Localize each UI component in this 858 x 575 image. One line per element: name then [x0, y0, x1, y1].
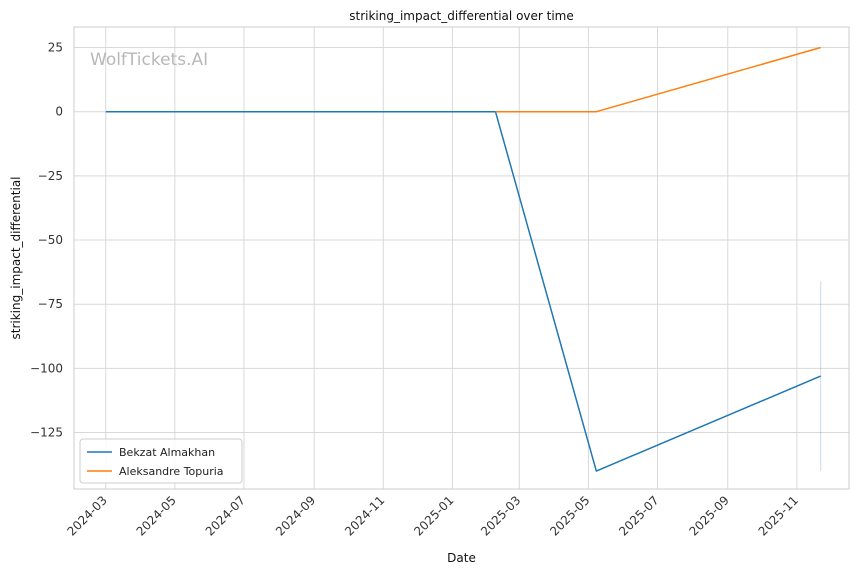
legend-box — [79, 438, 243, 484]
legend: Bekzat Almakhan Aleksandre Topuria — [79, 438, 243, 484]
y-axis-label: striking_impact_differential — [9, 176, 23, 339]
x-axis-label: Date — [447, 551, 476, 565]
y-tick-label: 0 — [55, 105, 63, 119]
legend-label-bekzat-almakhan: Bekzat Almakhan — [119, 446, 215, 459]
y-tick-label: −75 — [38, 297, 63, 311]
y-tick-label: −50 — [38, 233, 63, 247]
series-layer — [105, 46, 822, 472]
chart-title: striking_impact_differential over time — [349, 9, 574, 23]
y-tick-label: −100 — [30, 361, 63, 375]
y-axis-ticks: 25 0 −25 −50 −75 −100 −125 — [30, 41, 63, 440]
y-tick-label: 25 — [48, 41, 63, 55]
watermark: WolfTickets.AI — [90, 50, 208, 70]
legend-label-aleksandre-topuria: Aleksandre Topuria — [119, 465, 224, 478]
y-tick-label: −125 — [30, 426, 63, 440]
series-line-aleksandre-topuria — [495, 46, 821, 113]
plot-frame — [73, 26, 850, 490]
series-line-bekzat-almakhan — [105, 110, 821, 472]
y-tick-label: −25 — [38, 169, 63, 183]
